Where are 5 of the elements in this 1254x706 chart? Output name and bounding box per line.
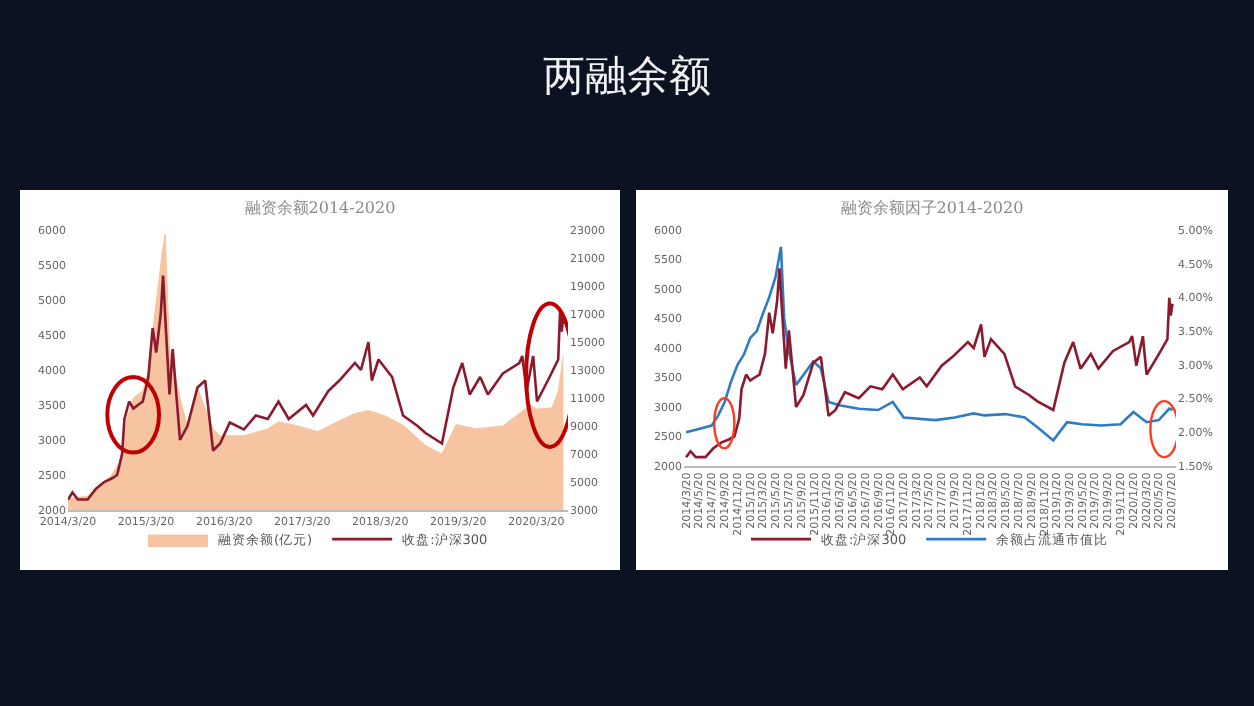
text: 两融余额 [541, 50, 713, 104]
line-series [68, 274, 565, 501]
chart-title: 融资余额2014-2020 [244, 198, 396, 217]
line-series [684, 267, 1174, 459]
chart-title: 融资余额因子2014-2020 [840, 198, 1024, 217]
